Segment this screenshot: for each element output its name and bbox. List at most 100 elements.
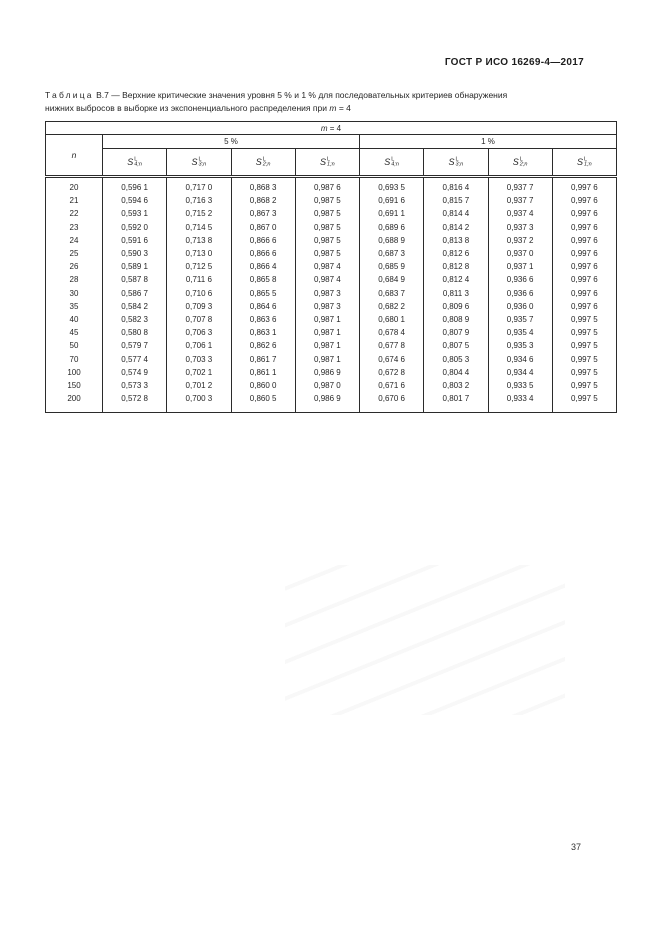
cell-value: 0,861 1	[230, 365, 296, 380]
cell-value: 0,809 6	[423, 299, 488, 314]
table-row: 50 0,579 7 0,706 1 0,862 6 0,987 1 0,677 8 0,8…	[46, 339, 617, 353]
cell-value: 0,574 9	[101, 365, 167, 380]
stat-symbol: S	[320, 157, 327, 167]
cell-n: 70	[69, 354, 79, 364]
cell-value: 0,934 4	[487, 365, 553, 380]
cell-value: 0,937 7	[487, 194, 553, 208]
cell-value: 0,712 5	[166, 260, 231, 274]
m-header-cell: m = 4	[45, 121, 617, 135]
cell-value: 0,594 6	[101, 194, 167, 208]
cell-n: 200	[67, 394, 81, 404]
cell-value: 0,997 5	[551, 352, 617, 366]
table-row: 150 0,573 3 0,701 2 0,860 0 0,987 0 0,671 6 0,…	[46, 379, 617, 393]
cell-value: 0,677 8	[358, 339, 424, 353]
cell-n: 50	[69, 341, 79, 351]
cell-value: 0,997 5	[551, 326, 617, 340]
col-header-s3n-5pct: S L 3;n	[166, 148, 231, 178]
cell-value: 0,687 3	[358, 247, 424, 261]
cell-n: 150	[67, 381, 81, 391]
cell-value: 0,707 8	[166, 313, 231, 327]
table-row: 20 0,596 1 0,717 0 0,868 3 0,987 6 0,693 5 0,8…	[46, 176, 617, 195]
cell-n: 25	[69, 249, 79, 259]
cell-n: 45	[69, 328, 79, 338]
table-body: 20 0,596 1 0,717 0 0,868 3 0,987 6 0,693 5 0,8…	[46, 176, 617, 413]
cell-value: 0,987 5	[294, 233, 360, 248]
cell-value: 0,865 5	[230, 286, 296, 300]
stat-symbol: S	[512, 157, 519, 167]
cell-value: 0,862 6	[230, 339, 296, 353]
stat-symbol: S	[577, 157, 584, 167]
cell-value: 0,987 1	[294, 352, 360, 366]
cell-value: 0,586 7	[101, 286, 167, 300]
table-row: 30 0,586 7 0,710 6 0,865 5 0,987 3 0,683 7 0,8…	[46, 286, 617, 300]
cell-value: 0,710 6	[166, 286, 231, 300]
cell-value: 0,864 6	[230, 299, 296, 314]
cell-value: 0,866 6	[230, 233, 296, 248]
cell-value: 0,713 8	[166, 233, 231, 248]
stat-symbol: S	[191, 157, 198, 167]
cell-n: 21	[69, 196, 79, 206]
cell-value: 0,937 1	[487, 260, 553, 274]
cell-value: 0,997 5	[551, 379, 617, 393]
cell-value: 0,937 3	[487, 220, 553, 234]
cell-n: 28	[69, 275, 79, 285]
cell-value: 0,691 1	[358, 207, 424, 221]
cell-value: 0,593 1	[101, 207, 167, 221]
cell-value: 0,986 9	[294, 392, 360, 413]
table-row: 25 0,590 3 0,713 0 0,866 6 0,987 5 0,687 3 0,8…	[46, 247, 617, 261]
alpha-group-row: n 5 % 1 %	[45, 134, 617, 178]
col-header-s4n-1pct: S L 4;n	[358, 148, 424, 178]
cell-value: 0,933 5	[487, 379, 553, 393]
cell-value: 0,937 0	[487, 247, 553, 261]
cell-value: 0,936 6	[487, 286, 553, 300]
cell-n: 26	[69, 262, 79, 272]
table-row: 200 0,572 8 0,700 3 0,860 5 0,986 9 0,670 6 0,…	[46, 392, 617, 413]
cell-value: 0,935 7	[487, 313, 553, 327]
m-value: = 4	[329, 123, 342, 133]
cell-value: 0,987 0	[294, 379, 360, 393]
cell-value: 0,860 0	[230, 379, 296, 393]
cell-value: 0,671 6	[358, 379, 424, 393]
cell-value: 0,682 2	[358, 299, 424, 314]
cell-value: 0,804 4	[423, 365, 488, 380]
table-row: 70 0,577 4 0,703 3 0,861 7 0,987 1 0,674 6 0,8…	[46, 352, 617, 366]
stat-symbol: S	[384, 157, 391, 167]
cell-value: 0,997 6	[551, 207, 617, 221]
cell-value: 0,685 9	[358, 260, 424, 274]
table-caption: Таблица В.7 — Верхние критические значен…	[45, 89, 593, 115]
cell-value: 0,987 1	[294, 326, 360, 340]
cell-value: 0,997 5	[551, 365, 617, 380]
cell-value: 0,816 4	[423, 176, 488, 195]
cell-value: 0,986 9	[294, 365, 360, 380]
cell-value: 0,678 4	[358, 326, 424, 340]
col-header-s3n-1pct: S L 3;n	[423, 148, 488, 178]
cell-value: 0,997 6	[551, 299, 617, 314]
caption-text-line2: нижних выбросов в выборке из экспоненциа…	[45, 103, 327, 113]
cell-value: 0,693 5	[358, 176, 424, 195]
cell-value: 0,582 3	[101, 313, 167, 327]
cell-value: 0,684 9	[358, 273, 424, 287]
cell-n: 35	[69, 301, 79, 311]
m-var: m	[320, 123, 328, 133]
cell-value: 0,937 4	[487, 207, 553, 221]
document-title: ГОСТ Р ИСО 16269-4—2017	[444, 57, 584, 68]
cell-value: 0,867 0	[230, 220, 296, 234]
caption-m-value: = 4	[338, 103, 351, 113]
cell-value: 0,997 5	[551, 313, 617, 327]
cell-value: 0,812 6	[423, 247, 488, 261]
cell-value: 0,867 3	[230, 207, 296, 221]
cell-value: 0,866 4	[230, 260, 296, 274]
cell-value: 0,592 0	[101, 220, 167, 234]
cell-value: 0,987 5	[294, 247, 360, 261]
cell-value: 0,807 9	[423, 326, 488, 340]
cell-value: 0,937 2	[487, 233, 553, 248]
m-header-row: m = 4	[45, 121, 617, 135]
cell-value: 0,672 8	[358, 365, 424, 380]
stat-symbol: S	[127, 157, 134, 167]
cell-value: 0,702 1	[166, 365, 231, 380]
cell-value: 0,865 8	[230, 273, 296, 287]
group-header-1pct: 1 %	[359, 134, 617, 149]
cell-value: 0,936 0	[487, 299, 553, 314]
cell-value: 0,987 3	[294, 299, 360, 314]
cell-value: 0,717 0	[166, 176, 231, 195]
